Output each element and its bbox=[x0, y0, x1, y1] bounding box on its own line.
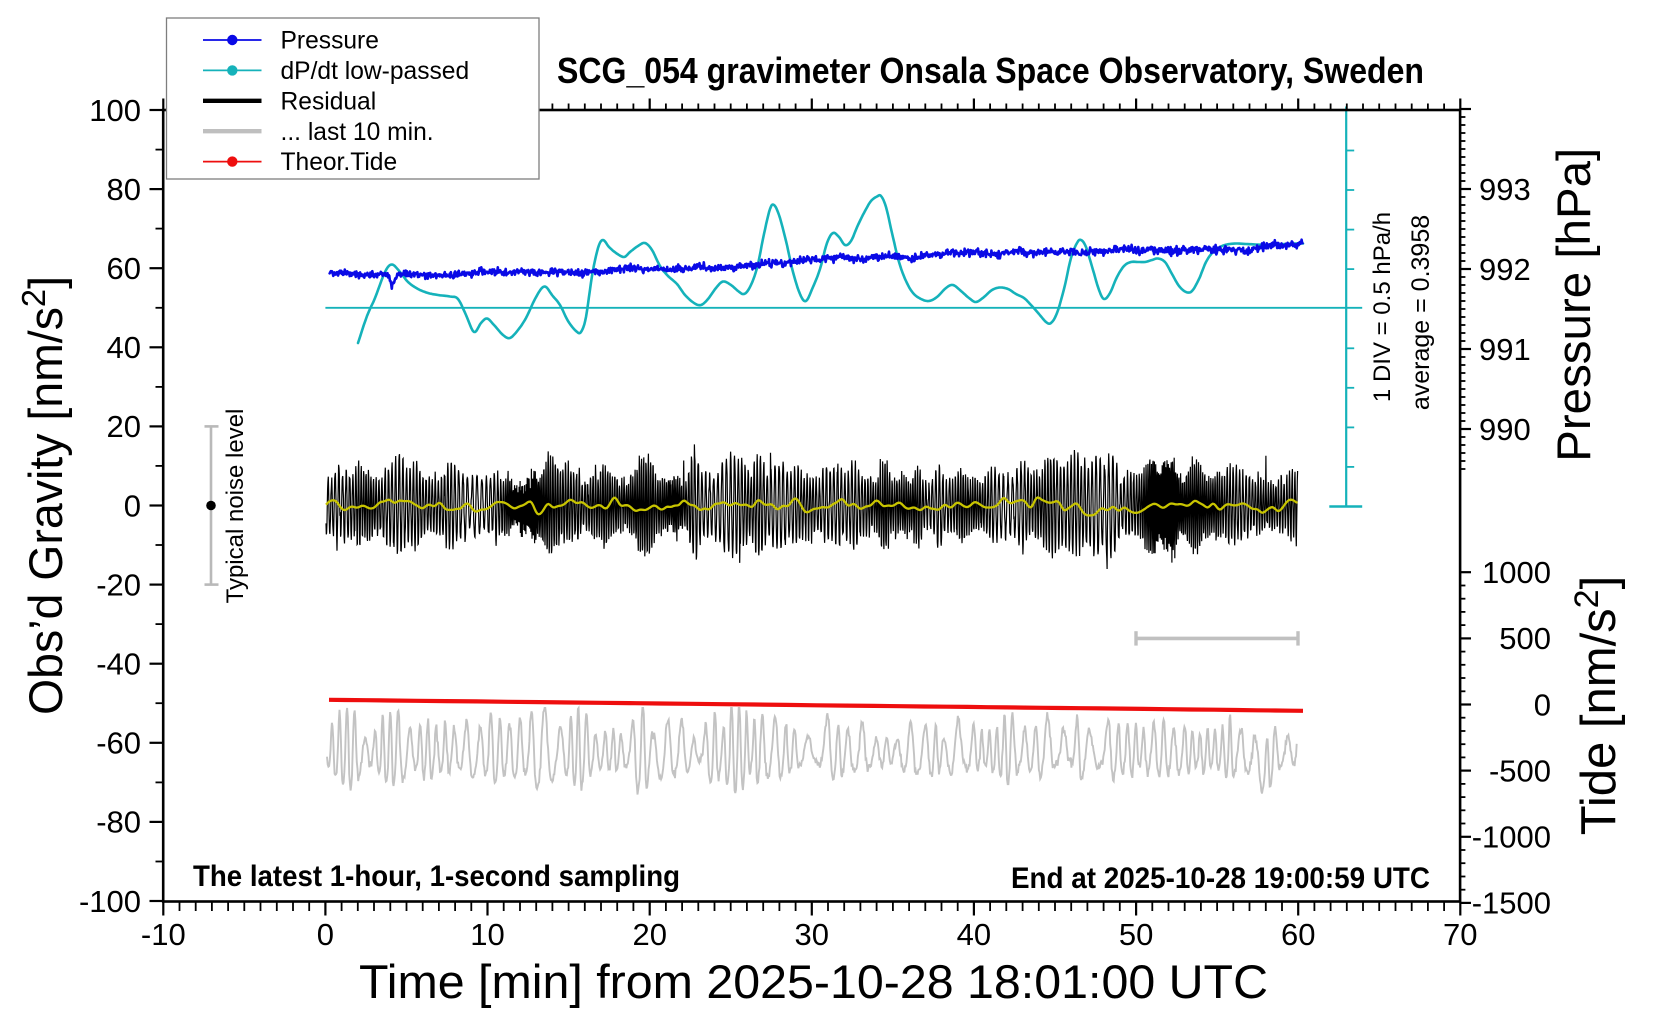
svg-text:Tide [nm/s2]: Tide [nm/s2] bbox=[1568, 576, 1626, 835]
svg-text:Residual: Residual bbox=[281, 88, 377, 115]
svg-text:-40: -40 bbox=[96, 647, 141, 682]
svg-text:1 DIV = 0.5 hPa/h: 1 DIV = 0.5 hPa/h bbox=[1369, 212, 1396, 402]
svg-text:500: 500 bbox=[1499, 621, 1551, 656]
svg-text:60: 60 bbox=[107, 251, 141, 286]
svg-text:-60: -60 bbox=[96, 726, 141, 761]
svg-text:993: 993 bbox=[1479, 172, 1531, 207]
svg-text:-100: -100 bbox=[79, 884, 141, 919]
svg-text:20: 20 bbox=[632, 917, 666, 952]
svg-text:End at 2025-10-28 19:00:59 UTC: End at 2025-10-28 19:00:59 UTC bbox=[1011, 862, 1430, 895]
svg-text:0: 0 bbox=[1534, 687, 1551, 722]
svg-text:30: 30 bbox=[795, 917, 829, 952]
svg-text:10: 10 bbox=[470, 917, 504, 952]
svg-text:-10: -10 bbox=[141, 917, 186, 952]
svg-text:0: 0 bbox=[124, 488, 141, 523]
svg-text:70: 70 bbox=[1443, 917, 1477, 952]
svg-text:40: 40 bbox=[957, 917, 991, 952]
svg-text:990: 990 bbox=[1479, 412, 1531, 447]
svg-text:Obs’d Gravity [nm/s2]: Obs’d Gravity [nm/s2] bbox=[15, 276, 72, 715]
svg-text:40: 40 bbox=[107, 330, 141, 365]
svg-text:80: 80 bbox=[107, 172, 141, 207]
svg-text:20: 20 bbox=[107, 409, 141, 444]
svg-text:1000: 1000 bbox=[1482, 555, 1551, 590]
svg-text:992: 992 bbox=[1479, 252, 1531, 287]
svg-text:50: 50 bbox=[1119, 917, 1153, 952]
svg-text:-1000: -1000 bbox=[1472, 820, 1551, 855]
svg-text:0: 0 bbox=[317, 917, 334, 952]
svg-text:Pressure [hPa]: Pressure [hPa] bbox=[1547, 148, 1600, 462]
svg-text:100: 100 bbox=[89, 93, 141, 128]
svg-text:Typical noise level: Typical noise level bbox=[222, 409, 249, 604]
svg-text:SCG_054 gravimeter Onsala Spac: SCG_054 gravimeter Onsala Space Observat… bbox=[557, 50, 1424, 91]
svg-text:... last 10 min.: ... last 10 min. bbox=[281, 119, 434, 146]
svg-text:-80: -80 bbox=[96, 805, 141, 840]
svg-text:-500: -500 bbox=[1489, 753, 1551, 788]
svg-text:The latest 1-hour, 1-second sa: The latest 1-hour, 1-second sampling bbox=[193, 860, 680, 893]
svg-text:Pressure: Pressure bbox=[281, 28, 379, 55]
svg-text:991: 991 bbox=[1479, 332, 1531, 367]
svg-text:Theor.Tide: Theor.Tide bbox=[281, 149, 398, 176]
svg-text:dP/dt low-passed: dP/dt low-passed bbox=[281, 58, 470, 85]
svg-text:Time [min] from 2025-10-28 18:: Time [min] from 2025-10-28 18:01:00 UTC bbox=[359, 955, 1268, 1008]
svg-text:60: 60 bbox=[1281, 917, 1315, 952]
svg-text:average = 0.3958: average = 0.3958 bbox=[1407, 215, 1435, 410]
svg-text:-20: -20 bbox=[96, 567, 141, 602]
svg-text:-1500: -1500 bbox=[1472, 886, 1551, 921]
